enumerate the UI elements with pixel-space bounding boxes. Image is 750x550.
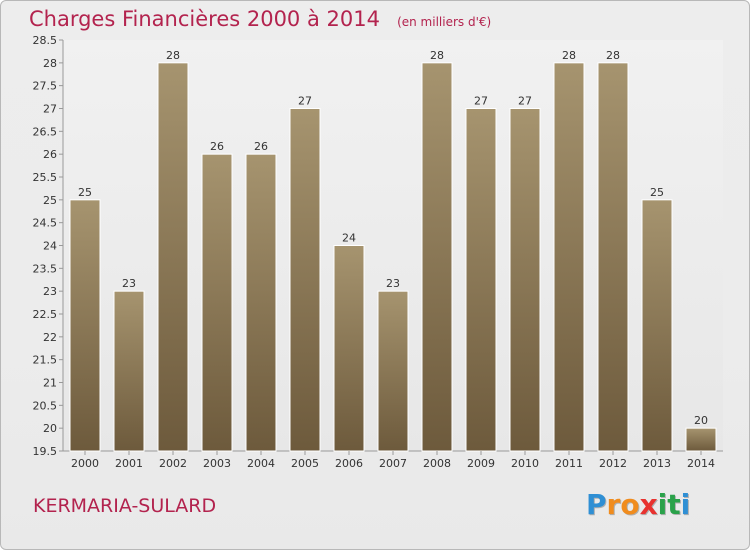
data-label-2001: 23	[122, 277, 136, 290]
y-tick-label: 24.5	[33, 217, 58, 230]
bar-2000	[69, 199, 101, 452]
x-tick-label-2009: 2009	[467, 457, 495, 470]
chart-title: Charges Financières 2000 à 2014	[29, 7, 380, 31]
data-label-2010: 27	[518, 95, 532, 108]
data-label-2013: 25	[650, 186, 664, 199]
x-tick-label-2004: 2004	[247, 457, 275, 470]
bar-2007	[377, 290, 409, 452]
y-tick-label: 25	[43, 194, 57, 207]
bar-2012	[597, 62, 629, 452]
x-tick-label-2011: 2011	[555, 457, 583, 470]
y-tick-label: 28	[43, 57, 57, 70]
data-label-2011: 28	[562, 49, 576, 62]
plot-area: 19.5 20 20.5 21 21.5 22 22.5 23 23.5 24 24.5 25 25.5…	[33, 34, 723, 470]
bar-2006	[333, 245, 365, 452]
y-tick-label: 25.5	[33, 171, 58, 184]
y-tick-label: 21	[43, 377, 57, 390]
data-label-2009: 27	[474, 95, 488, 108]
x-tick-label-2002: 2002	[159, 457, 187, 470]
chart-subtitle: (en milliers d'€)	[397, 15, 492, 29]
x-tick-label-2006: 2006	[335, 457, 363, 470]
bar-2013	[641, 199, 673, 452]
y-tick-label: 27	[43, 103, 57, 116]
bar-2003	[201, 153, 233, 452]
location-label: KERMARIA-SULARD	[33, 495, 217, 517]
bar-2008	[421, 62, 453, 452]
data-label-2000: 25	[78, 186, 92, 199]
data-label-2002: 28	[166, 49, 180, 62]
data-label-2004: 26	[254, 140, 268, 153]
logo-letter: P	[586, 488, 607, 521]
data-label-2006: 24	[342, 232, 356, 245]
y-tick-label: 27.5	[33, 80, 58, 93]
proxiti-logo: Proxiti	[586, 488, 690, 521]
data-label-2005: 27	[298, 95, 312, 108]
y-tick-label: 20	[43, 422, 57, 435]
bar-2002	[157, 62, 189, 452]
data-label-2008: 28	[430, 49, 444, 62]
x-tick-label-2003: 2003	[203, 457, 231, 470]
x-tick-label-2000: 2000	[71, 457, 99, 470]
y-tick-label: 21.5	[33, 354, 58, 367]
y-tick-label: 26	[43, 148, 57, 161]
x-tick-label-2005: 2005	[291, 457, 319, 470]
logo-letter: i	[680, 488, 691, 521]
y-tick-label: 28.5	[33, 34, 58, 47]
x-tick-label-2008: 2008	[423, 457, 451, 470]
y-tick-label: 23	[43, 285, 57, 298]
bar-2005	[289, 108, 321, 452]
y-tick-label: 22.5	[33, 308, 58, 321]
logo-letter: t	[667, 488, 681, 521]
y-tick-label: 23.5	[33, 262, 58, 275]
y-tick-label: 26.5	[33, 125, 58, 138]
y-tick-label: 19.5	[33, 445, 58, 458]
bar-2009	[465, 108, 497, 452]
y-tick-label: 22	[43, 331, 57, 344]
x-tick-label-2012: 2012	[599, 457, 627, 470]
title-row: Charges Financières 2000 à 2014 (en mill…	[29, 7, 491, 31]
bar-2001	[113, 290, 145, 452]
y-tick-label: 20.5	[33, 399, 58, 412]
x-tick-label-2001: 2001	[115, 457, 143, 470]
x-tick-label-2007: 2007	[379, 457, 407, 470]
x-tick-label-2013: 2013	[643, 457, 671, 470]
logo-letter: r	[606, 488, 621, 521]
x-tick-label-2010: 2010	[511, 457, 539, 470]
data-label-2003: 26	[210, 140, 224, 153]
bar-2004	[245, 153, 277, 452]
bar-2014	[685, 427, 717, 452]
logo-letter: x	[639, 488, 658, 521]
data-label-2012: 28	[606, 49, 620, 62]
logo-letter: i	[657, 488, 668, 521]
bar-2010	[509, 108, 541, 452]
logo-letter: o	[620, 488, 640, 521]
y-tick-label: 24	[43, 240, 57, 253]
bar-2011	[553, 62, 585, 452]
x-tick-label-2014: 2014	[687, 457, 715, 470]
data-label-2007: 23	[386, 277, 400, 290]
data-label-2014: 20	[694, 414, 708, 427]
